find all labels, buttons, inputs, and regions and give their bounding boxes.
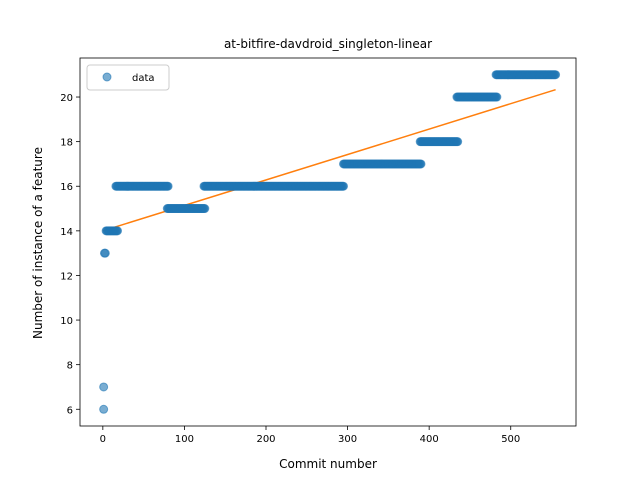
y-tick-label: 8 [67,361,73,372]
x-axis-title: Commit number [279,457,377,471]
y-tick-label: 14 [60,227,73,238]
data-point [101,249,109,257]
data-point [493,93,501,101]
legend: data [87,65,169,90]
legend-box [87,65,169,90]
data-point [552,71,560,79]
x-tick-label: 500 [501,434,520,445]
y-tick-label: 6 [67,405,73,416]
y-tick-label: 12 [60,271,73,282]
x-tick-label: 300 [338,434,357,445]
data-point [100,383,108,391]
data-point [340,182,348,190]
legend-marker-data [103,73,111,81]
data-point [114,227,122,235]
data-point [201,205,209,213]
y-tick-label: 18 [60,138,73,149]
x-tick-label: 100 [175,434,194,445]
x-tick-label: 200 [256,434,275,445]
y-tick-label: 20 [60,93,73,104]
data-point [454,138,462,146]
y-tick-label: 10 [60,316,73,327]
data-point [100,405,108,413]
x-tick-label: 0 [100,434,106,445]
legend-label-data: data [132,73,155,84]
data-point [164,182,172,190]
data-point [417,160,425,168]
y-axis-title: Number of instance of a feature [31,147,45,339]
chart-title: at-bitfire-davdroid_singleton-linear [224,37,432,51]
y-tick-label: 16 [60,182,73,193]
x-tick-label: 400 [420,434,439,445]
